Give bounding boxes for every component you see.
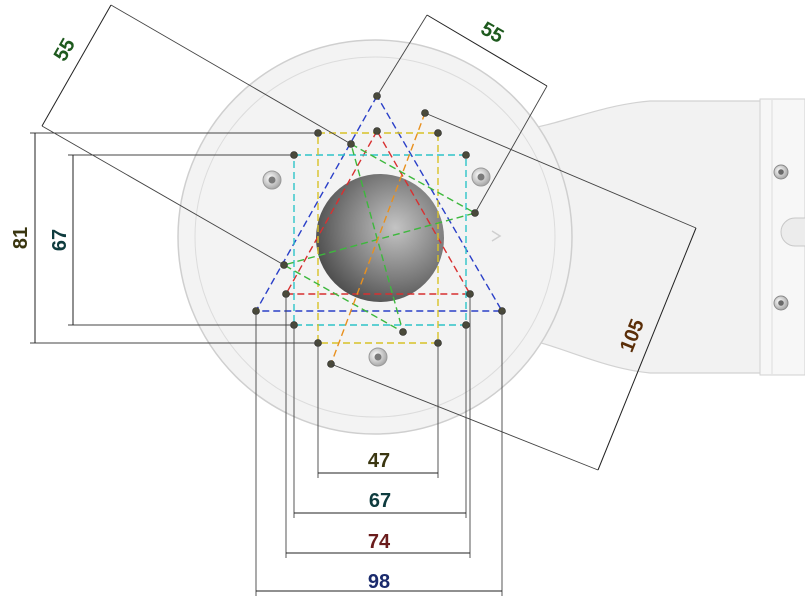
arrow-mark-icon — [491, 230, 502, 242]
dimension-label-74: 74 — [368, 531, 391, 553]
screw-icon — [773, 164, 789, 180]
dimension-label-81: 81 — [10, 227, 32, 249]
pattern-105-line — [330, 112, 426, 365]
screws — [262, 164, 789, 367]
screw-icon — [368, 347, 388, 367]
screw-icon — [262, 170, 282, 190]
pattern-67-square — [293, 154, 467, 326]
arm-slot — [780, 217, 805, 247]
pattern-55-triangle — [282, 142, 477, 334]
screw-icon — [773, 295, 789, 311]
dimension-label-67-bottom: 67 — [369, 490, 391, 512]
pattern-98-triangle — [254, 94, 504, 312]
hole-patterns — [254, 94, 504, 365]
screw-icon — [471, 167, 491, 187]
dimension-label-67-left: 67 — [49, 229, 71, 251]
center-hole — [316, 174, 444, 302]
dimension-label-55-left: 55 — [50, 35, 80, 65]
dimension-label-47: 47 — [368, 450, 390, 472]
bracket-body — [177, 39, 805, 435]
bracket-inner-ring — [194, 56, 556, 418]
pattern-74-triangle — [284, 129, 472, 295]
dimension-label-55-right: 55 — [477, 18, 507, 48]
dimension-lines — [30, 4, 697, 596]
dimension-label-98: 98 — [368, 571, 390, 593]
